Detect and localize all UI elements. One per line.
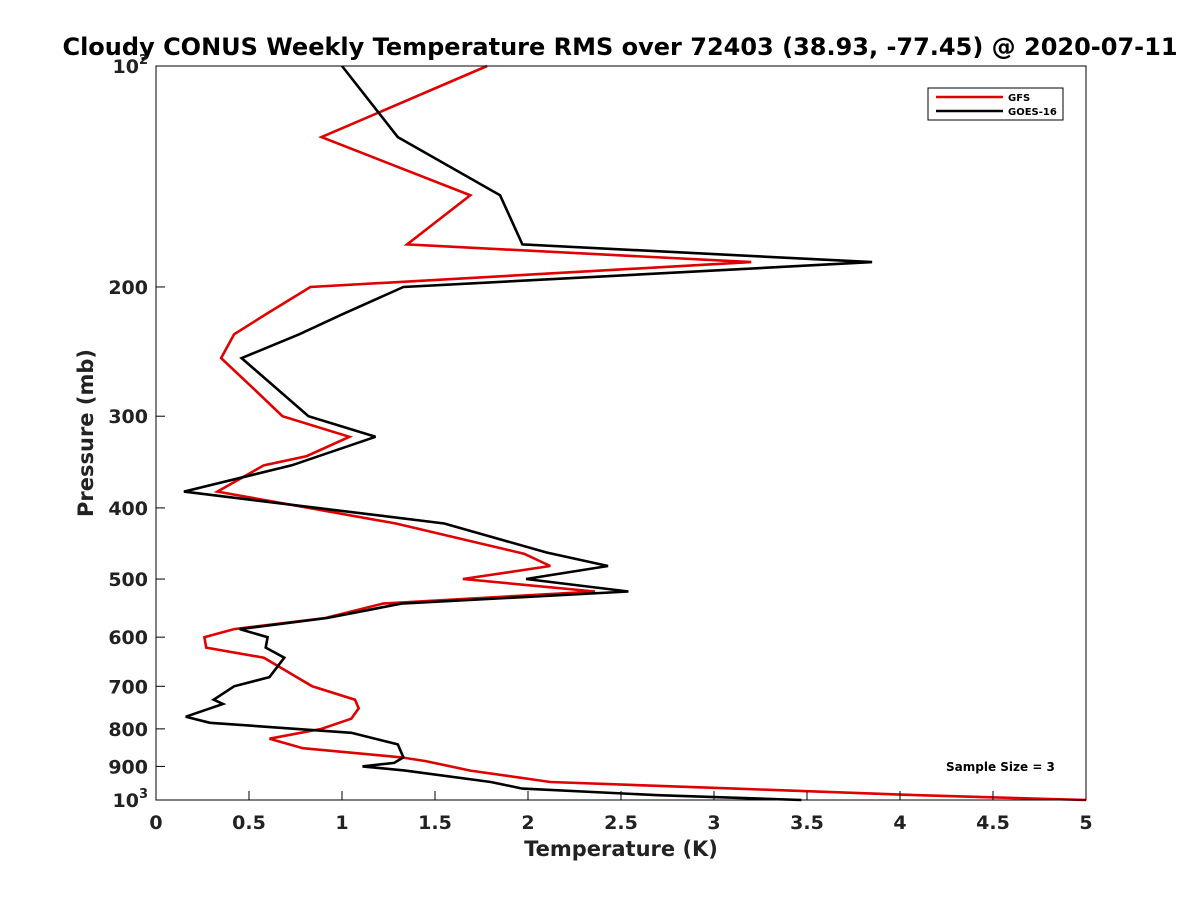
legend-label-goes16: GOES-16 — [1008, 107, 1057, 118]
x-tick-label: 1.5 — [418, 812, 452, 834]
y-axis: 102 200 300 400 500 600 700 800 900 103 — [108, 53, 165, 812]
y-axis-label: Pressure (mb) — [74, 349, 98, 517]
x-tick-label: 3.5 — [790, 812, 824, 834]
y-tick-label: 103 — [113, 787, 149, 812]
chart-title: Cloudy CONUS Weekly Temperature RMS over… — [62, 33, 1177, 61]
x-tick-label: 0.5 — [232, 812, 266, 834]
x-tick-label: 5 — [1079, 812, 1092, 834]
y-tick-label: 900 — [108, 756, 148, 778]
y-tick-label: 600 — [108, 627, 148, 649]
x-tick-label: 4 — [893, 812, 906, 834]
series-line-gfs — [202, 64, 1087, 802]
y-tick-label: 500 — [108, 569, 148, 591]
y-tick-label: 102 — [113, 53, 149, 78]
x-tick-label: 2.5 — [604, 812, 638, 834]
sample-size-annotation: Sample Size = 3 — [946, 760, 1055, 774]
y-tick-label: 800 — [108, 719, 148, 741]
y-tick-label: 200 — [108, 277, 148, 299]
series-line-goes16 — [183, 65, 873, 802]
x-tick-label: 1 — [335, 812, 348, 834]
x-tick-label: 4.5 — [976, 812, 1010, 834]
x-axis-label: Temperature (K) — [524, 837, 718, 861]
x-axis: 0 0.5 1 1.5 2 2.5 3 3.5 4 4.5 5 — [149, 791, 1093, 834]
legend: GFS GOES-16 — [927, 87, 1064, 121]
x-tick-label: 0 — [149, 812, 162, 834]
plot-frame — [155, 65, 1087, 801]
x-tick-label: 2 — [521, 812, 534, 834]
series-layer — [183, 64, 1087, 802]
y-tick-label: 700 — [108, 676, 148, 698]
x-tick-label: 3 — [707, 812, 720, 834]
legend-box — [927, 87, 1064, 121]
y-tick-label: 400 — [108, 498, 148, 520]
legend-label-gfs: GFS — [1008, 93, 1030, 104]
y-tick-label: 300 — [108, 406, 148, 428]
